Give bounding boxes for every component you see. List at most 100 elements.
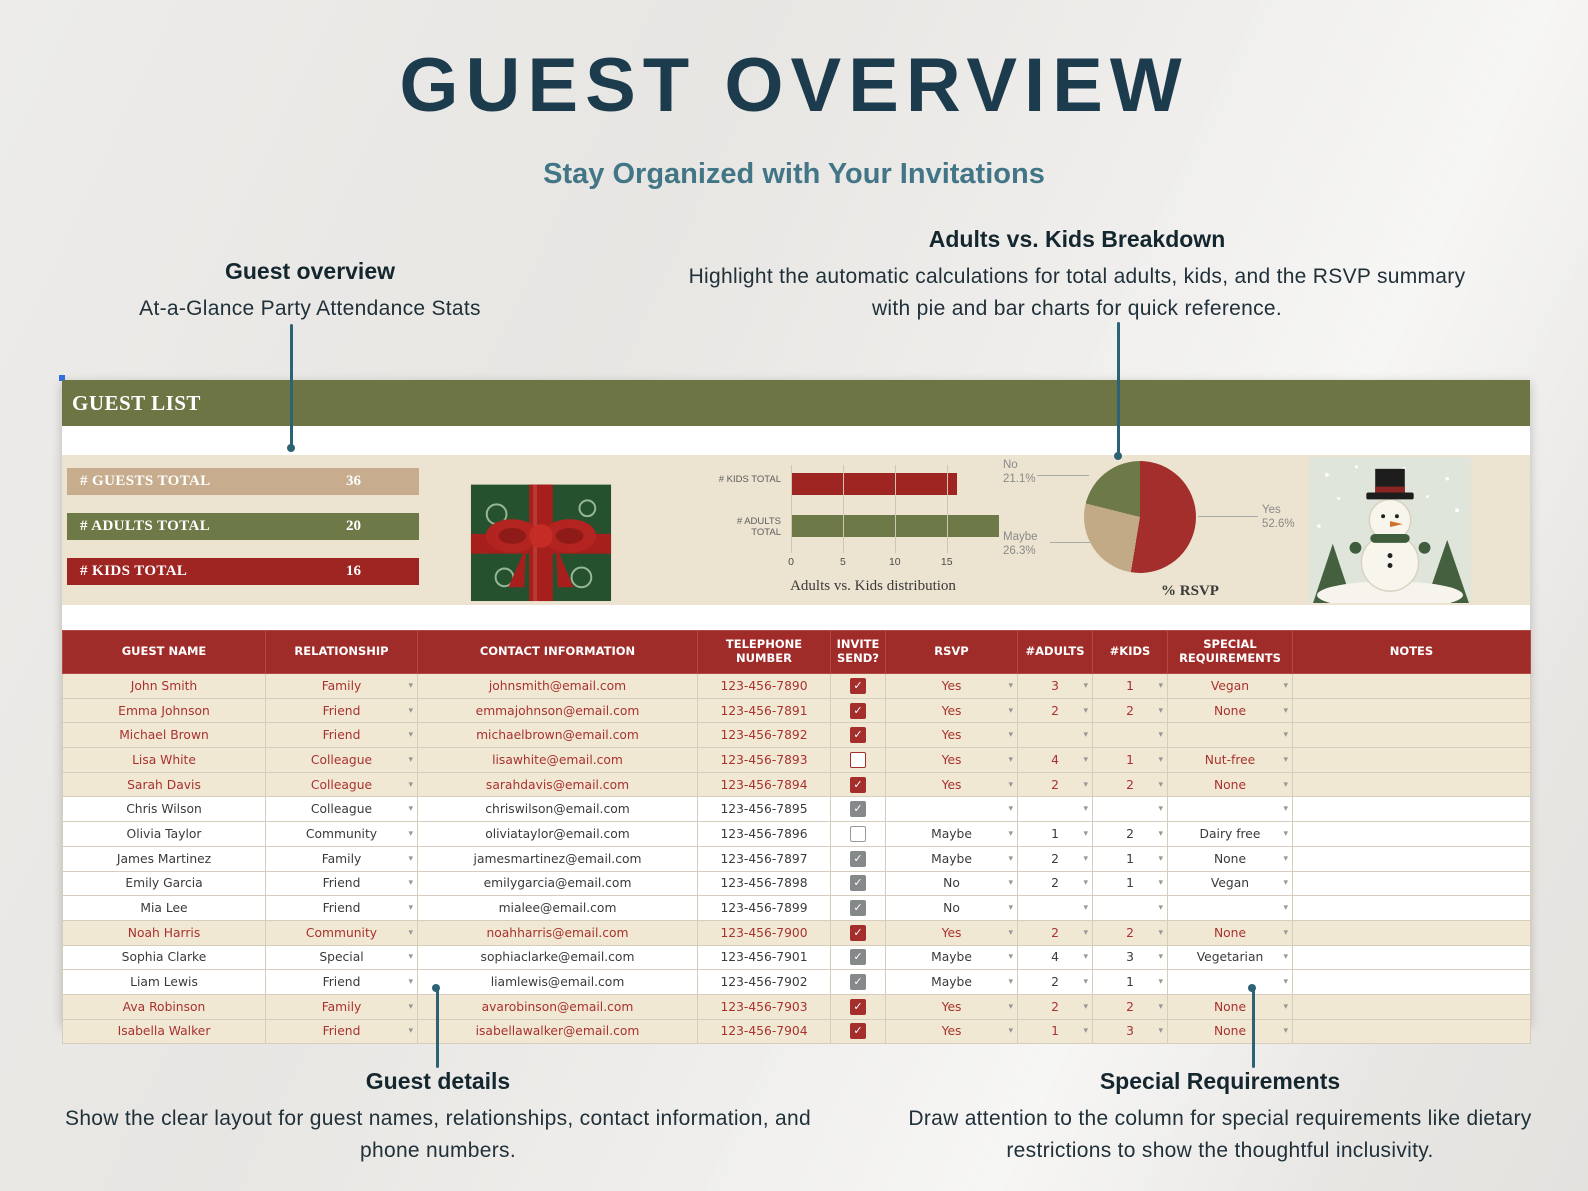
relationship-cell[interactable]: Friend ▾ (265, 722, 418, 749)
invite-checkbox[interactable]: ✓ (850, 727, 866, 744)
dropdown-arrow-icon[interactable]: ▾ (1083, 927, 1088, 938)
dropdown-arrow-icon[interactable]: ▾ (408, 927, 413, 938)
special-requirements-cell[interactable]: None ▾ (1167, 771, 1293, 798)
column-header[interactable]: CONTACT INFORMATION (417, 630, 698, 674)
dropdown-arrow-icon[interactable]: ▾ (1008, 828, 1013, 839)
adults-cell[interactable]: 2 ▾ (1017, 771, 1093, 798)
relationship-cell[interactable]: Friend ▾ (265, 1018, 418, 1045)
dropdown-arrow-icon[interactable]: ▾ (408, 705, 413, 716)
relationship-cell[interactable]: Friend ▾ (265, 969, 418, 995)
relationship-cell[interactable]: Community ▾ (265, 821, 418, 847)
column-header[interactable]: TELEPHONE NUMBER (697, 630, 831, 674)
dropdown-arrow-icon[interactable]: ▾ (408, 828, 413, 839)
dropdown-arrow-icon[interactable]: ▾ (1158, 927, 1163, 938)
kids-cell[interactable]: 2 ▾ (1092, 919, 1168, 946)
dropdown-arrow-icon[interactable]: ▾ (1283, 754, 1288, 765)
dropdown-arrow-icon[interactable]: ▾ (408, 754, 413, 765)
invite-checkbox[interactable] (850, 825, 866, 842)
rsvp-cell[interactable]: Yes ▾ (885, 673, 1018, 699)
adults-cell[interactable]: 2 ▾ (1017, 993, 1093, 1020)
dropdown-arrow-icon[interactable]: ▾ (1158, 878, 1163, 889)
dropdown-arrow-icon[interactable]: ▾ (1083, 903, 1088, 914)
rsvp-cell[interactable]: Yes ▾ (885, 722, 1018, 749)
special-requirements-cell[interactable]: None ▾ (1167, 919, 1293, 946)
adults-cell[interactable]: 1 ▾ (1017, 821, 1093, 847)
dropdown-arrow-icon[interactable]: ▾ (1158, 730, 1163, 741)
dropdown-arrow-icon[interactable]: ▾ (1008, 705, 1013, 716)
dropdown-arrow-icon[interactable]: ▾ (1283, 1026, 1288, 1037)
invite-checkbox[interactable]: ✓ (850, 974, 866, 991)
column-header[interactable]: RELATIONSHIP (265, 630, 418, 674)
adults-cell[interactable]: 4 ▾ (1017, 747, 1093, 773)
kids-cell[interactable]: ▾ (1092, 796, 1168, 823)
dropdown-arrow-icon[interactable]: ▾ (1158, 828, 1163, 839)
dropdown-arrow-icon[interactable]: ▾ (408, 977, 413, 988)
dropdown-arrow-icon[interactable]: ▾ (1158, 680, 1163, 691)
kids-cell[interactable]: 2 ▾ (1092, 697, 1168, 724)
adults-cell[interactable]: 3 ▾ (1017, 673, 1093, 699)
kids-cell[interactable]: 1 ▾ (1092, 845, 1168, 872)
adults-cell[interactable]: 2 ▾ (1017, 845, 1093, 872)
special-requirements-cell[interactable]: None ▾ (1167, 697, 1293, 724)
invite-checkbox[interactable]: ✓ (850, 850, 866, 867)
special-requirements-cell[interactable]: Dairy free ▾ (1167, 821, 1293, 847)
special-requirements-cell[interactable]: ▾ (1167, 796, 1293, 823)
dropdown-arrow-icon[interactable]: ▾ (1083, 705, 1088, 716)
adults-cell[interactable]: ▾ (1017, 796, 1093, 823)
rsvp-cell[interactable]: No ▾ (885, 895, 1018, 921)
dropdown-arrow-icon[interactable]: ▾ (1283, 903, 1288, 914)
dropdown-arrow-icon[interactable]: ▾ (1008, 779, 1013, 790)
invite-checkbox[interactable]: ✓ (850, 1023, 866, 1040)
relationship-cell[interactable]: Community ▾ (265, 919, 418, 946)
dropdown-arrow-icon[interactable]: ▾ (1158, 952, 1163, 963)
column-header[interactable]: INVITE SEND? (830, 630, 886, 674)
dropdown-arrow-icon[interactable]: ▾ (1083, 977, 1088, 988)
dropdown-arrow-icon[interactable]: ▾ (408, 779, 413, 790)
kids-cell[interactable]: 1 ▾ (1092, 747, 1168, 773)
adults-cell[interactable]: 2 ▾ (1017, 697, 1093, 724)
dropdown-arrow-icon[interactable]: ▾ (1283, 730, 1288, 741)
dropdown-arrow-icon[interactable]: ▾ (1083, 828, 1088, 839)
dropdown-arrow-icon[interactable]: ▾ (408, 730, 413, 741)
dropdown-arrow-icon[interactable]: ▾ (1083, 804, 1088, 815)
dropdown-arrow-icon[interactable]: ▾ (1283, 977, 1288, 988)
special-requirements-cell[interactable]: ▾ (1167, 722, 1293, 749)
invite-checkbox[interactable]: ✓ (850, 702, 866, 719)
rsvp-cell[interactable]: ▾ (885, 796, 1018, 823)
dropdown-arrow-icon[interactable]: ▾ (1158, 705, 1163, 716)
relationship-cell[interactable]: Family ▾ (265, 993, 418, 1020)
column-header[interactable]: #ADULTS (1017, 630, 1093, 674)
invite-checkbox[interactable]: ✓ (850, 776, 866, 793)
invite-checkbox[interactable]: ✓ (850, 875, 866, 892)
rsvp-cell[interactable]: Maybe ▾ (885, 969, 1018, 995)
dropdown-arrow-icon[interactable]: ▾ (408, 878, 413, 889)
invite-checkbox[interactable]: ✓ (850, 998, 866, 1015)
dropdown-arrow-icon[interactable]: ▾ (1008, 804, 1013, 815)
dropdown-arrow-icon[interactable]: ▾ (1083, 853, 1088, 864)
dropdown-arrow-icon[interactable]: ▾ (1008, 903, 1013, 914)
dropdown-arrow-icon[interactable]: ▾ (1158, 977, 1163, 988)
kids-cell[interactable]: 2 ▾ (1092, 993, 1168, 1020)
invite-checkbox[interactable]: ✓ (850, 900, 866, 917)
special-requirements-cell[interactable]: ▾ (1167, 895, 1293, 921)
invite-checkbox[interactable]: ✓ (850, 677, 866, 694)
dropdown-arrow-icon[interactable]: ▾ (1083, 730, 1088, 741)
dropdown-arrow-icon[interactable]: ▾ (1008, 1001, 1013, 1012)
relationship-cell[interactable]: Special ▾ (265, 944, 418, 971)
dropdown-arrow-icon[interactable]: ▾ (1083, 680, 1088, 691)
rsvp-cell[interactable]: Yes ▾ (885, 771, 1018, 798)
rsvp-cell[interactable]: Yes ▾ (885, 697, 1018, 724)
relationship-cell[interactable]: Friend ▾ (265, 870, 418, 897)
relationship-cell[interactable]: Family ▾ (265, 673, 418, 699)
dropdown-arrow-icon[interactable]: ▾ (1008, 680, 1013, 691)
rsvp-cell[interactable]: Maybe ▾ (885, 821, 1018, 847)
rsvp-cell[interactable]: Maybe ▾ (885, 845, 1018, 872)
dropdown-arrow-icon[interactable]: ▾ (1283, 705, 1288, 716)
rsvp-cell[interactable]: Yes ▾ (885, 993, 1018, 1020)
dropdown-arrow-icon[interactable]: ▾ (1083, 878, 1088, 889)
dropdown-arrow-icon[interactable]: ▾ (1283, 779, 1288, 790)
dropdown-arrow-icon[interactable]: ▾ (1083, 779, 1088, 790)
dropdown-arrow-icon[interactable]: ▾ (1008, 927, 1013, 938)
special-requirements-cell[interactable]: None ▾ (1167, 1018, 1293, 1045)
dropdown-arrow-icon[interactable]: ▾ (408, 1026, 413, 1037)
